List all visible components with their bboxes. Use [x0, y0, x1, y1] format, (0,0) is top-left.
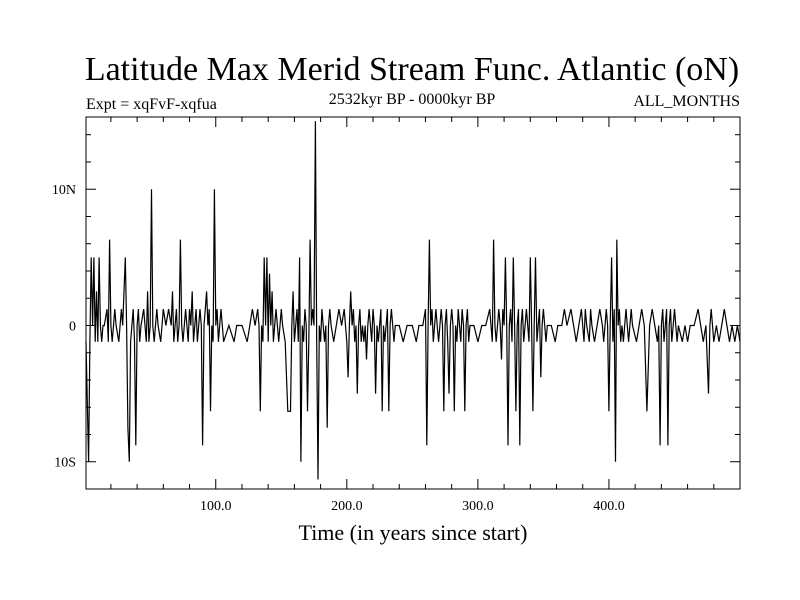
y-tick-label: 10S [54, 456, 76, 471]
axis-ticks [86, 117, 740, 489]
axis-tick-labels: 100.0 200.0 300.0 400.0 10N 0 10S [52, 183, 625, 514]
x-tick-label: 200.0 [331, 499, 363, 514]
plot-frame [85, 116, 741, 490]
x-axis-label: Time (in years since start) [299, 520, 528, 545]
y-tick-label: 10N [52, 183, 76, 198]
chart-subtitle-center: 2532kyr BP - 0000kyr BP [329, 91, 496, 108]
y-tick-label: 0 [69, 319, 76, 334]
x-tick-label: 300.0 [462, 499, 494, 514]
chart-subtitle-left: Expt = xqFvF-xqfua [86, 96, 217, 113]
x-tick-label: 400.0 [593, 499, 625, 514]
chart-title: Latitude Max Merid Stream Func. Atlantic… [85, 51, 739, 88]
x-tick-label: 100.0 [200, 499, 232, 514]
series-line [85, 121, 741, 480]
chart-subtitle-right: ALL_MONTHS [633, 93, 740, 110]
